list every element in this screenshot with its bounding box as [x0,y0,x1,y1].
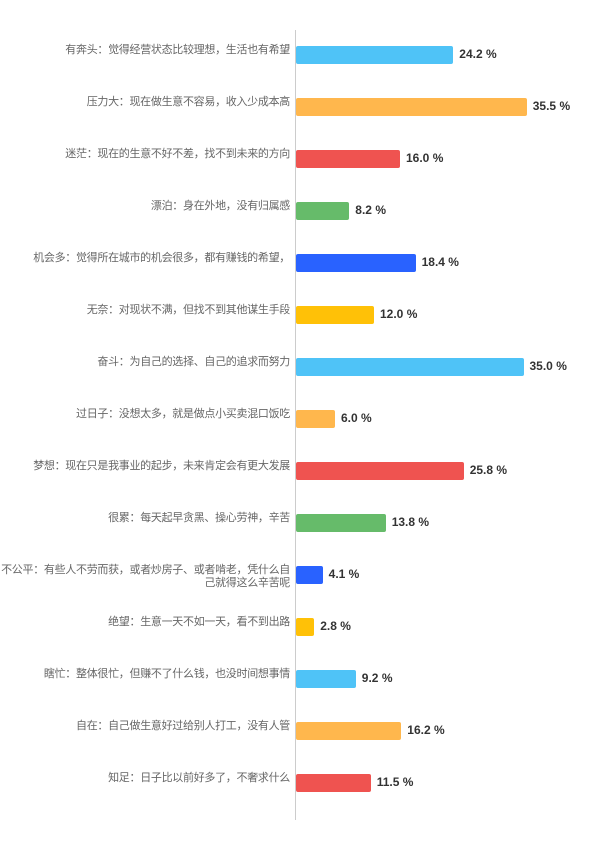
chart-bar [296,150,400,168]
chart-row: 绝望：生意一天不如一天，看不到出路 2.8 % [0,602,600,654]
chart-bar-value: 12.0 % [380,307,417,321]
chart-row: 迷茫：现在的生意不好不差，找不到未来的方向 16.0 % [0,134,600,186]
chart-row-label: 机会多：觉得所在城市的机会很多，都有赚钱的希望， [0,252,290,265]
chart-row: 有奔头：觉得经营状态比较理想，生活也有希望 24.2 % [0,30,600,82]
chart-row-label: 压力大：现在做生意不容易，收入少成本高 [0,96,290,109]
chart-bar-value: 4.1 % [329,567,360,581]
chart-bar [296,722,401,740]
chart-bar [296,254,416,272]
chart-row-label: 迷茫：现在的生意不好不差，找不到未来的方向 [0,148,290,161]
chart-bar-value: 2.8 % [320,619,351,633]
chart-row: 自在：自己做生意好过给别人打工，没有人管 16.2 % [0,706,600,758]
chart-bar [296,670,356,688]
bar-chart: 有奔头：觉得经营状态比较理想，生活也有希望 24.2 % 压力大：现在做生意不容易，… [0,30,600,820]
chart-row: 瞎忙：整体很忙，但赚不了什么钱，也没时间想事情 9.2 % [0,654,600,706]
chart-bar-value: 8.2 % [355,203,386,217]
chart-bar [296,306,374,324]
chart-row-label: 瞎忙：整体很忙，但赚不了什么钱，也没时间想事情 [0,668,290,681]
chart-bar [296,358,524,376]
chart-bar [296,410,335,428]
chart-bar-value: 18.4 % [422,255,459,269]
chart-bar [296,98,527,116]
chart-bar [296,514,386,532]
chart-bar-value: 13.8 % [392,515,429,529]
chart-row-label: 自在：自己做生意好过给别人打工，没有人管 [0,720,290,733]
chart-bar-value: 6.0 % [341,411,372,425]
chart-row-label: 绝望：生意一天不如一天，看不到出路 [0,616,290,629]
chart-row-label: 梦想：现在只是我事业的起步，未来肯定会有更大发展 [0,460,290,473]
chart-row: 不公平：有些人不劳而获，或者炒房子、或者啃老，凭什么自己就得这么辛苦呢 4.1 % [0,550,600,602]
chart-bar [296,566,323,584]
chart-row-label: 不公平：有些人不劳而获，或者炒房子、或者啃老，凭什么自己就得这么辛苦呢 [0,564,290,590]
chart-bar [296,618,314,636]
chart-bar-value: 35.5 % [533,99,570,113]
chart-row-label: 奋斗：为自己的选择、自己的追求而努力 [0,356,290,369]
chart-bar-value: 16.0 % [406,151,443,165]
chart-row-label: 过日子：没想太多，就是做点小买卖混口饭吃 [0,408,290,421]
chart-row-label: 漂泊：身在外地，没有归属感 [0,200,290,213]
chart-row: 压力大：现在做生意不容易，收入少成本高 35.5 % [0,82,600,134]
chart-row: 很累：每天起早贪黑、操心劳神，辛苦 13.8 % [0,498,600,550]
chart-row: 漂泊：身在外地，没有归属感 8.2 % [0,186,600,238]
chart-bar [296,46,453,64]
chart-row: 机会多：觉得所在城市的机会很多，都有赚钱的希望， 18.4 % [0,238,600,290]
chart-row: 无奈：对现状不满，但找不到其他谋生手段 12.0 % [0,290,600,342]
chart-row-label: 无奈：对现状不满，但找不到其他谋生手段 [0,304,290,317]
chart-bar-value: 24.2 % [459,47,496,61]
chart-bar [296,774,371,792]
chart-row: 知足：日子比以前好多了，不奢求什么 11.5 % [0,758,600,810]
chart-row-label: 有奔头：觉得经营状态比较理想，生活也有希望 [0,44,290,57]
chart-bar-value: 16.2 % [407,723,444,737]
chart-row: 梦想：现在只是我事业的起步，未来肯定会有更大发展 25.8 % [0,446,600,498]
chart-row-label: 知足：日子比以前好多了，不奢求什么 [0,772,290,785]
chart-bar [296,462,464,480]
chart-row: 过日子：没想太多，就是做点小买卖混口饭吃 6.0 % [0,394,600,446]
chart-bar-value: 35.0 % [530,359,567,373]
chart-bar [296,202,349,220]
chart-bar-value: 9.2 % [362,671,393,685]
chart-bar-value: 11.5 % [377,775,414,789]
chart-row: 奋斗：为自己的选择、自己的追求而努力 35.0 % [0,342,600,394]
chart-row-label: 很累：每天起早贪黑、操心劳神，辛苦 [0,512,290,525]
chart-bar-value: 25.8 % [470,463,507,477]
